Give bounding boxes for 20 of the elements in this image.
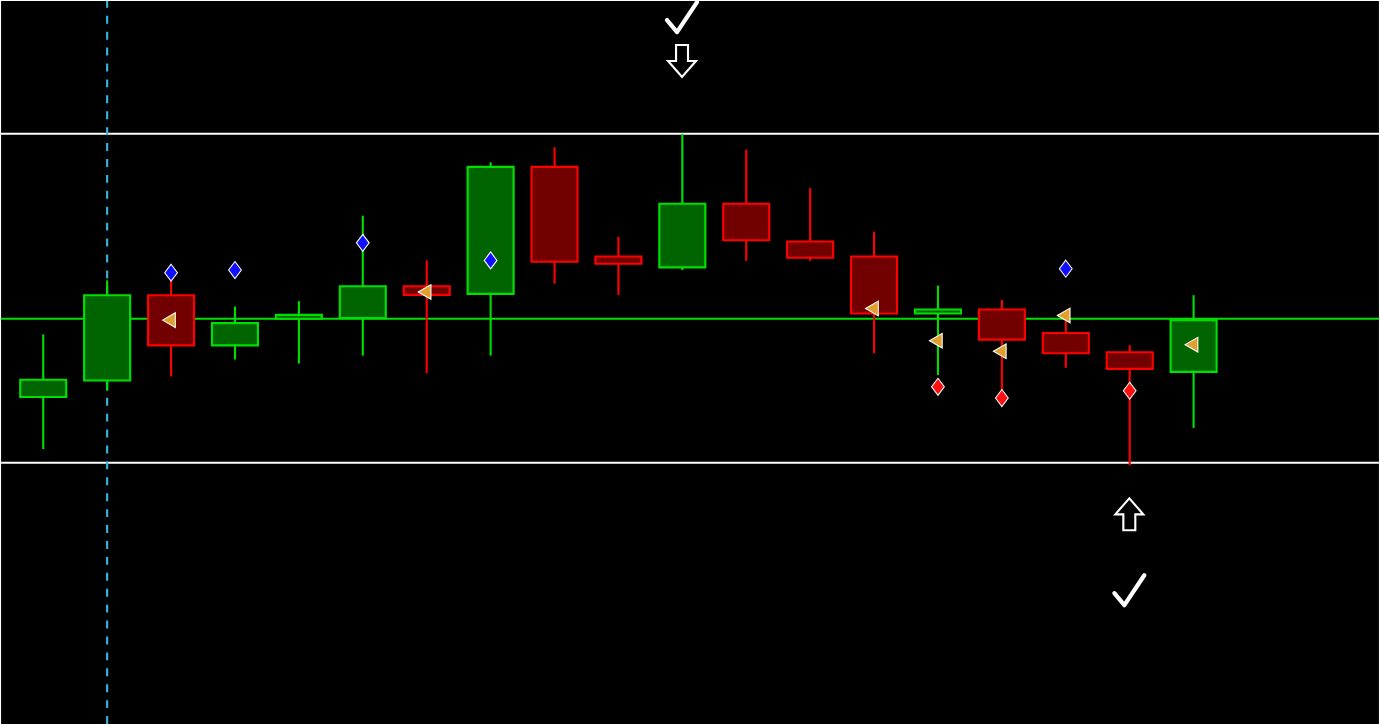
point — [162, 312, 176, 329]
point — [417, 284, 432, 301]
point — [483, 251, 498, 270]
point — [931, 378, 945, 397]
point — [992, 343, 1007, 360]
point — [355, 234, 370, 253]
point — [1056, 308, 1071, 324]
point — [1184, 337, 1199, 354]
point — [994, 389, 1009, 408]
candlestick — [594, 236, 643, 297]
point — [1122, 382, 1137, 401]
point — [1058, 260, 1073, 279]
point — [865, 301, 879, 317]
point — [928, 333, 943, 350]
candlestick — [1105, 344, 1154, 467]
candlestick — [722, 149, 771, 263]
candlestick — [19, 333, 68, 451]
candlestick — [786, 187, 835, 263]
point — [164, 264, 178, 283]
point — [228, 261, 242, 280]
